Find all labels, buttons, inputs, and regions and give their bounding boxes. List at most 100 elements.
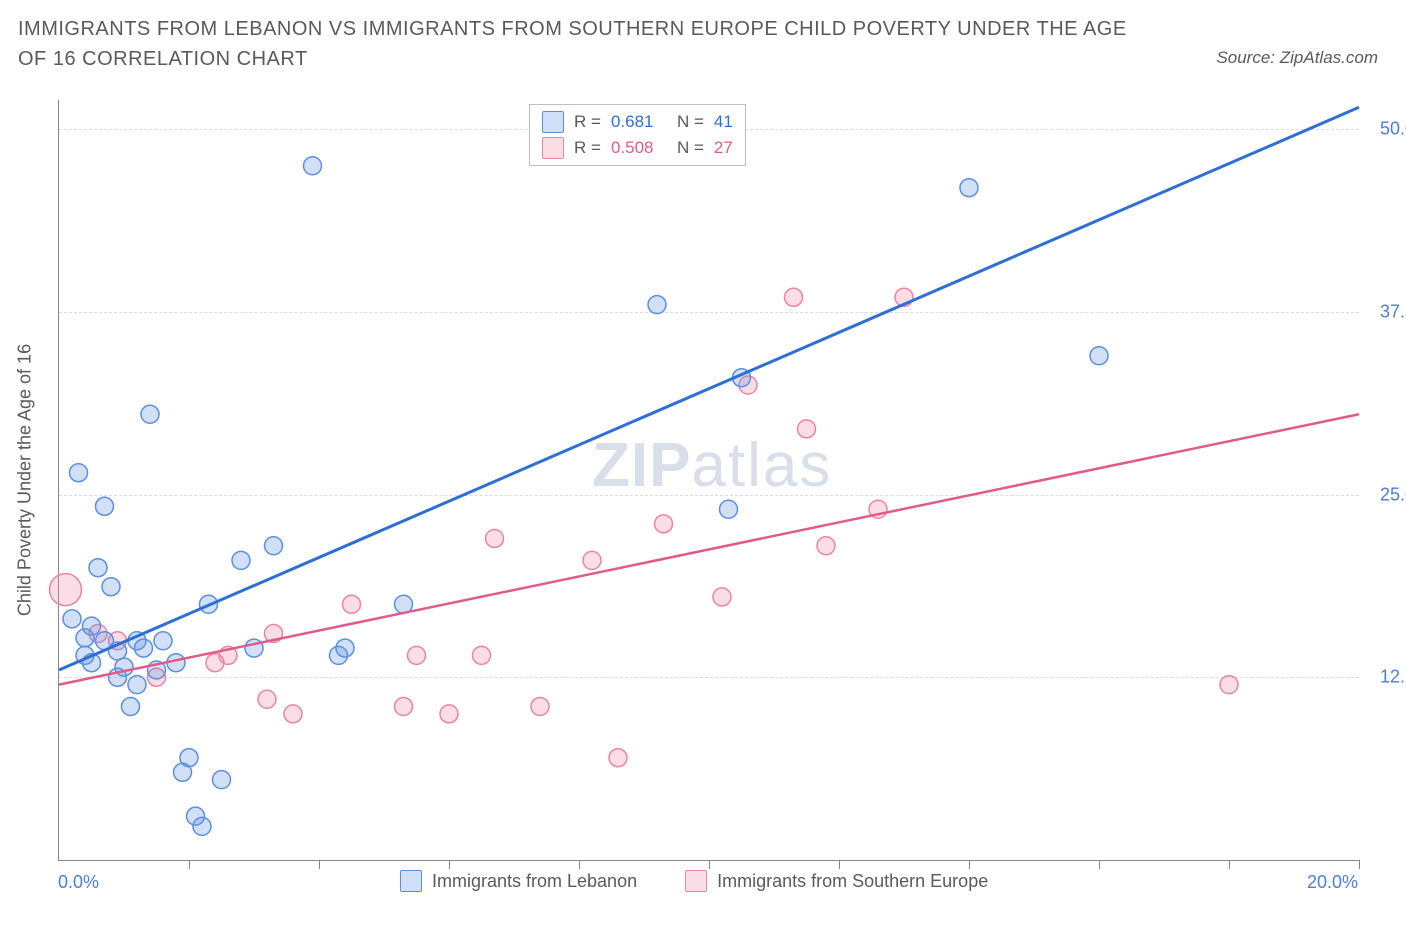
scatter-point xyxy=(109,642,127,660)
series-legend-item: Immigrants from Southern Europe xyxy=(685,870,988,892)
scatter-point xyxy=(960,179,978,197)
y-tick-label: 25.0% xyxy=(1380,484,1406,505)
scatter-point xyxy=(408,646,426,664)
x-tick xyxy=(189,860,190,869)
scatter-point xyxy=(76,629,94,647)
series-legend-label: Immigrants from Lebanon xyxy=(432,871,637,892)
series-legend: Immigrants from Lebanon Immigrants from S… xyxy=(400,870,988,892)
x-tick xyxy=(1229,860,1230,869)
legend-swatch xyxy=(400,870,422,892)
scatter-point xyxy=(304,157,322,175)
scatter-point xyxy=(733,369,751,387)
legend-swatch xyxy=(685,870,707,892)
scatter-point xyxy=(440,705,458,723)
scatter-point xyxy=(154,632,172,650)
x-tick xyxy=(969,860,970,869)
scatter-point xyxy=(115,658,133,676)
series-legend-label: Immigrants from Southern Europe xyxy=(717,871,988,892)
scatter-point xyxy=(1090,347,1108,365)
scatter-point xyxy=(869,500,887,518)
scatter-point xyxy=(167,654,185,672)
plot-area: Child Poverty Under the Age of 16 12.5%2… xyxy=(58,100,1359,861)
scatter-point xyxy=(128,632,146,650)
chart-svg xyxy=(59,100,1359,860)
scatter-point xyxy=(174,763,192,781)
scatter-point xyxy=(648,296,666,314)
scatter-point xyxy=(89,624,107,642)
y-tick-label: 12.5% xyxy=(1380,667,1406,688)
series-legend-item: Immigrants from Lebanon xyxy=(400,870,637,892)
scatter-point xyxy=(206,654,224,672)
scatter-point xyxy=(798,420,816,438)
scatter-point xyxy=(785,288,803,306)
x-tick xyxy=(579,860,580,869)
scatter-point xyxy=(336,639,354,657)
x-tick xyxy=(709,860,710,869)
scatter-point xyxy=(187,807,205,825)
scatter-point xyxy=(193,817,211,835)
scatter-point xyxy=(122,698,140,716)
scatter-point xyxy=(76,646,94,664)
scatter-point xyxy=(83,654,101,672)
legend-row: R =0.508N =27 xyxy=(542,137,733,159)
scatter-point xyxy=(330,646,348,664)
legend-r-label: R = xyxy=(574,138,601,158)
watermark: ZIPatlas xyxy=(592,430,832,501)
scatter-point xyxy=(96,632,114,650)
x-tick xyxy=(839,860,840,869)
legend-n-label: N = xyxy=(677,112,704,132)
scatter-point xyxy=(655,515,673,533)
source-attribution: Source: ZipAtlas.com xyxy=(1216,48,1378,68)
scatter-point xyxy=(258,690,276,708)
legend-swatch xyxy=(542,137,564,159)
trend-line xyxy=(59,414,1359,684)
scatter-point xyxy=(89,559,107,577)
legend-row: R =0.681N =41 xyxy=(542,111,733,133)
legend-r-label: R = xyxy=(574,112,601,132)
scatter-point xyxy=(135,639,153,657)
scatter-point xyxy=(284,705,302,723)
x-tick xyxy=(319,860,320,869)
trend-line xyxy=(59,107,1359,670)
scatter-point xyxy=(180,749,198,767)
x-tick xyxy=(1099,860,1100,869)
scatter-point xyxy=(213,771,231,789)
scatter-point xyxy=(96,497,114,515)
watermark-atlas: atlas xyxy=(691,431,832,500)
scatter-point xyxy=(102,578,120,596)
scatter-point xyxy=(1220,676,1238,694)
y-axis-label: Child Poverty Under the Age of 16 xyxy=(15,344,36,616)
y-tick-label: 37.5% xyxy=(1380,301,1406,322)
scatter-point xyxy=(70,464,88,482)
scatter-point xyxy=(531,698,549,716)
scatter-point xyxy=(739,376,757,394)
watermark-zip: ZIP xyxy=(592,431,691,500)
scatter-point xyxy=(63,610,81,628)
scatter-point xyxy=(128,676,146,694)
y-tick-label: 50.0% xyxy=(1380,119,1406,140)
scatter-point xyxy=(141,405,159,423)
gridline xyxy=(59,677,1359,678)
scatter-point xyxy=(609,749,627,767)
scatter-point xyxy=(50,574,82,606)
legend-n-value: 27 xyxy=(714,138,733,158)
legend-n-value: 41 xyxy=(714,112,733,132)
gridline xyxy=(59,312,1359,313)
scatter-point xyxy=(343,595,361,613)
scatter-point xyxy=(720,500,738,518)
chart-title: IMMIGRANTS FROM LEBANON VS IMMIGRANTS FR… xyxy=(18,14,1138,74)
legend-swatch xyxy=(542,111,564,133)
legend-n-label: N = xyxy=(677,138,704,158)
scatter-point xyxy=(473,646,491,664)
scatter-point xyxy=(265,624,283,642)
scatter-point xyxy=(245,639,263,657)
gridline xyxy=(59,495,1359,496)
x-axis-min-label: 0.0% xyxy=(58,872,99,893)
x-tick xyxy=(449,860,450,869)
scatter-point xyxy=(219,646,237,664)
scatter-point xyxy=(895,288,913,306)
scatter-point xyxy=(148,661,166,679)
scatter-point xyxy=(200,595,218,613)
scatter-point xyxy=(486,529,504,547)
scatter-point xyxy=(713,588,731,606)
